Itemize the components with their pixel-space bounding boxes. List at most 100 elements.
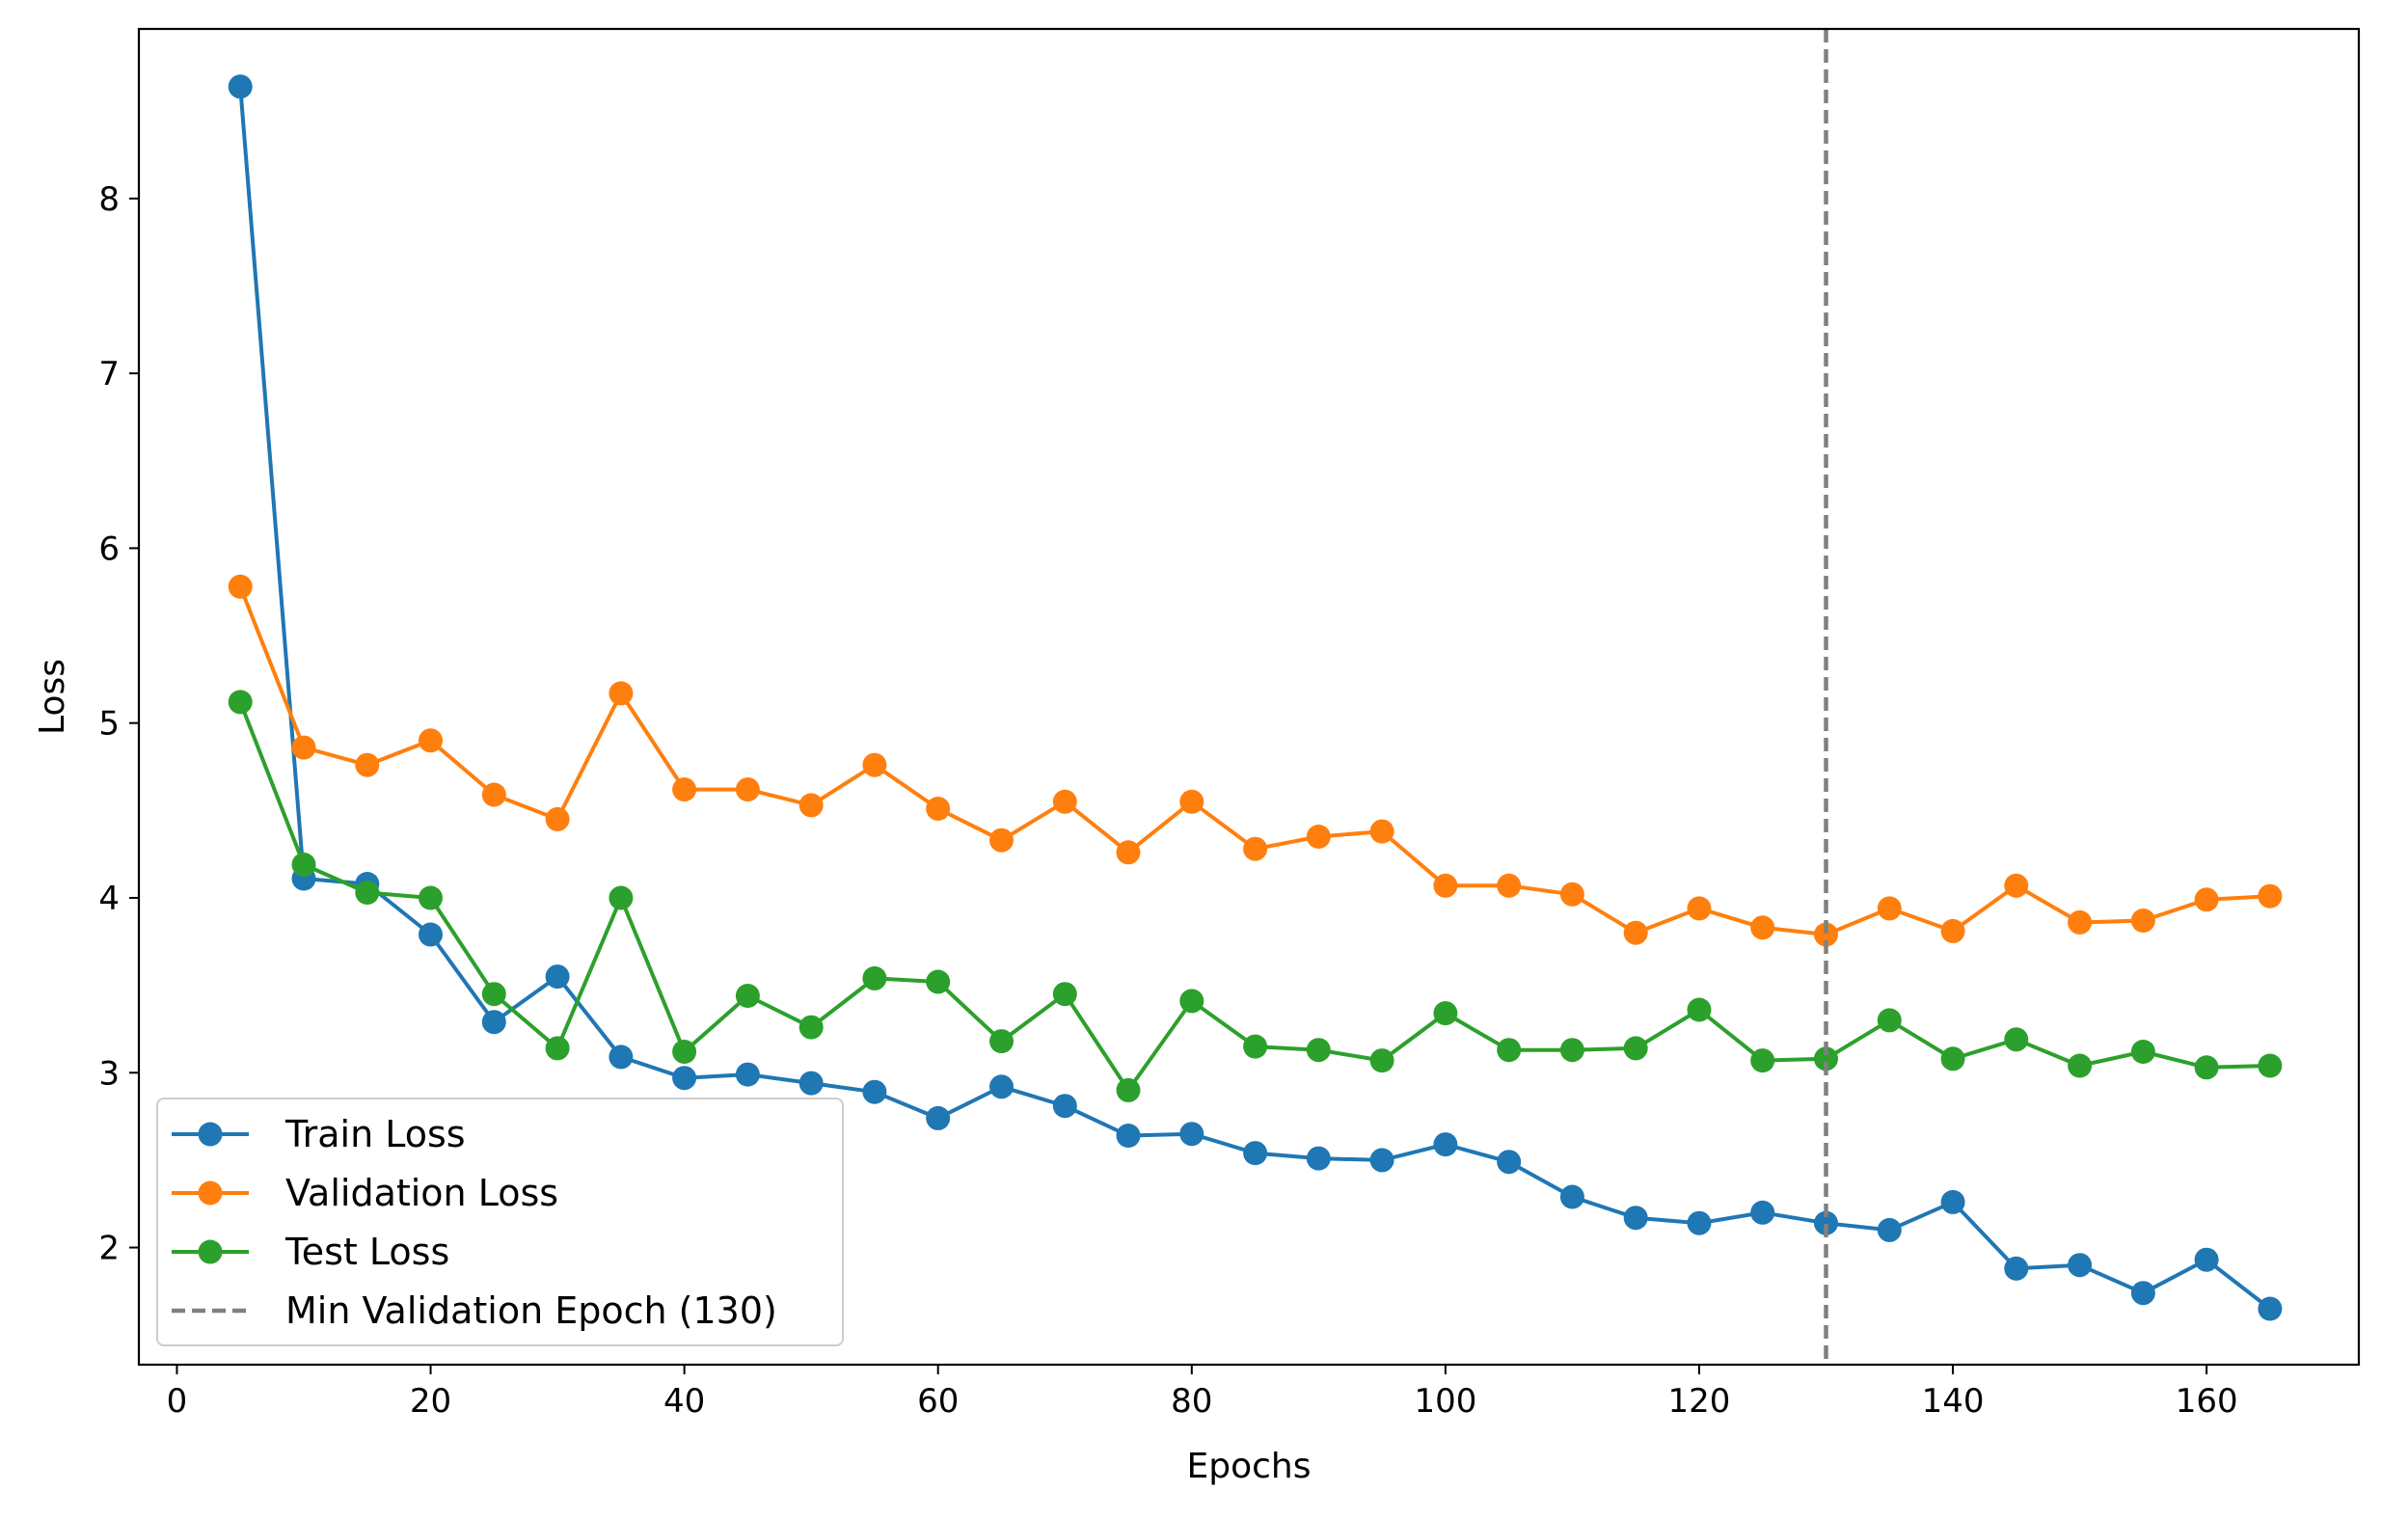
test-loss-point (2004, 1027, 2029, 1052)
test-loss-point (1433, 1001, 1458, 1026)
y-axis-label: Loss (33, 659, 72, 735)
x-tick-label: 60 (917, 1382, 959, 1421)
test-loss-point (735, 984, 760, 1008)
ticks-layer: 0 20 40 60 80 100 120 140 160 2 3 4 5 6 7 8 (98, 180, 2237, 1421)
test-loss-point (2130, 1040, 2155, 1064)
y-tick-label: 7 (98, 355, 120, 393)
train-loss-point (798, 1071, 824, 1096)
test-loss-point (1814, 1046, 1838, 1071)
test-loss-point (862, 965, 887, 990)
test-loss-point (1497, 1038, 1522, 1063)
test-loss-point (1116, 1077, 1141, 1102)
train-loss-point (609, 1044, 634, 1070)
test-loss-point (672, 1040, 697, 1064)
train-loss-point (2258, 1296, 2283, 1321)
test-loss-point (1687, 997, 1712, 1022)
x-tick-label: 20 (410, 1382, 451, 1421)
train-loss-point (419, 922, 443, 947)
test-loss-point (291, 853, 316, 877)
train-loss-point (1623, 1206, 1648, 1231)
legend-train-loss-marker (198, 1122, 223, 1147)
train-loss-point (481, 1010, 506, 1035)
validation-loss-point (2130, 909, 2155, 933)
legend-validation-loss-label: Validation Loss (285, 1172, 558, 1214)
validation-loss-point (1433, 873, 1458, 898)
train-loss-point (2004, 1256, 2029, 1281)
test-loss-point (1306, 1038, 1331, 1063)
test-loss-point (2194, 1055, 2219, 1080)
test-loss-point (355, 881, 380, 905)
y-tick-label: 8 (98, 180, 120, 219)
train-loss-point (1497, 1150, 1522, 1175)
plot-layer (228, 29, 2283, 1365)
validation-loss-point (545, 806, 570, 831)
validation-loss-point (1052, 789, 1077, 814)
validation-loss-point (798, 793, 824, 818)
y-tick-label: 5 (98, 705, 120, 744)
validation-loss-point (419, 728, 443, 753)
validation-loss-point (672, 777, 697, 802)
train-loss-point (2130, 1281, 2155, 1306)
validation-loss-point (989, 827, 1014, 853)
legend-test-loss-label: Test Loss (284, 1231, 449, 1273)
train-loss-point (1814, 1210, 1838, 1235)
validation-loss-point (1877, 896, 1902, 921)
train-loss-point (1433, 1132, 1458, 1157)
y-tick-label: 2 (98, 1230, 120, 1268)
test-loss-point (1940, 1046, 1965, 1071)
validation-loss-point (228, 574, 253, 599)
test-loss-point (228, 690, 253, 715)
test-loss-point (2258, 1053, 2283, 1078)
test-loss-point (1052, 982, 1077, 1007)
train-loss-point (1687, 1210, 1712, 1235)
train-loss-point (926, 1105, 951, 1130)
legend-validation-loss-marker (198, 1180, 223, 1206)
test-loss-point (1623, 1036, 1648, 1061)
legend-box (156, 1098, 844, 1346)
validation-loss-point (2004, 873, 2029, 898)
x-tick-label: 40 (663, 1382, 705, 1421)
validation-loss-point (609, 681, 634, 706)
test-loss-point (545, 1036, 570, 1061)
y-tick-label: 4 (98, 880, 120, 918)
test-loss-point (798, 1015, 824, 1040)
train-loss-point (2194, 1247, 2219, 1272)
validation-loss-point (2068, 909, 2093, 935)
validation-loss-point (2194, 887, 2219, 912)
validation-loss-point (1940, 918, 1965, 943)
train-loss-point (1052, 1094, 1077, 1119)
legend-train-loss-label: Train Loss (284, 1113, 466, 1155)
validation-loss-point (1369, 819, 1394, 844)
x-tick-label: 100 (1414, 1382, 1476, 1421)
test-loss-point (419, 885, 443, 910)
test-loss-point (1559, 1038, 1584, 1063)
validation-loss-point (481, 782, 506, 807)
validation-loss-point (291, 735, 316, 760)
validation-loss-point (1497, 873, 1522, 898)
test-loss-point (1369, 1048, 1394, 1073)
train-loss-point (1116, 1124, 1141, 1148)
validation-loss-point (1559, 882, 1584, 907)
test-loss-point (1179, 989, 1204, 1014)
legend: Train Loss Validation Loss Test Loss Min Va… (156, 1098, 844, 1346)
x-tick-label: 140 (1922, 1382, 1985, 1421)
validation-loss-point (1623, 920, 1648, 945)
train-loss-point (1877, 1217, 1902, 1242)
validation-loss-point (1687, 896, 1712, 921)
x-tick-label: 0 (167, 1382, 188, 1421)
train-loss-point (1306, 1146, 1331, 1171)
train-loss-point (1750, 1200, 1775, 1225)
test-loss-point (481, 982, 506, 1007)
train-loss-point (1559, 1184, 1584, 1209)
train-loss-point (672, 1066, 697, 1091)
train-loss-point (735, 1062, 760, 1087)
plot-frame (137, 27, 2361, 1367)
validation-loss-point (2258, 883, 2283, 909)
x-tick-label: 160 (2176, 1382, 2238, 1421)
test-loss-point (1243, 1034, 1268, 1059)
y-tick-label: 3 (98, 1054, 120, 1093)
train-loss-point (2068, 1253, 2093, 1278)
train-loss-point (545, 964, 570, 990)
x-tick-label: 80 (1171, 1382, 1212, 1421)
x-axis-label: Epochs (1187, 1447, 1312, 1486)
